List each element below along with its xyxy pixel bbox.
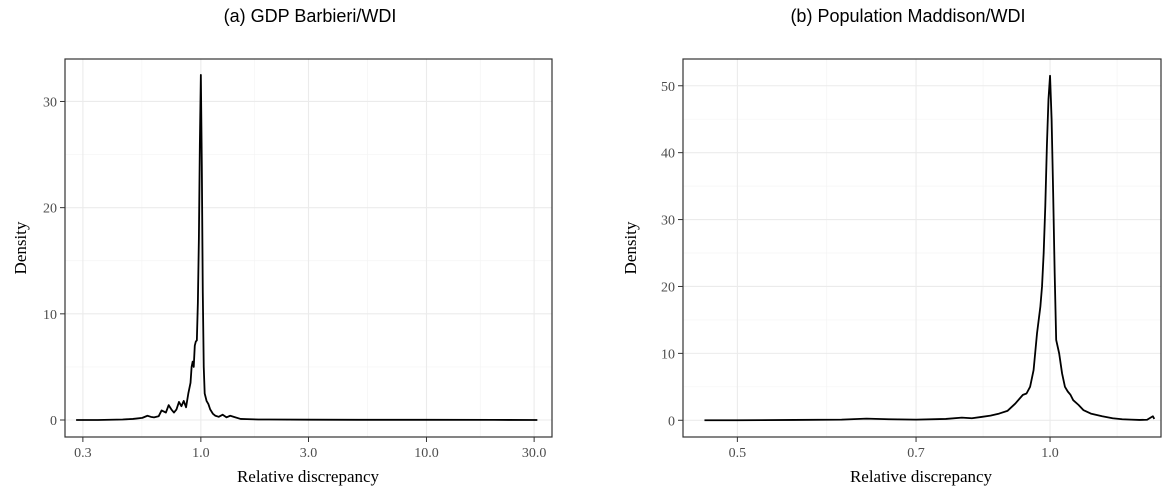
y-tick-label: 50 xyxy=(661,80,675,95)
density-line xyxy=(704,74,1156,422)
panel-border xyxy=(682,58,1162,438)
x-tick-label: 1.0 xyxy=(1041,446,1059,461)
axis-ticks: 0.5 0.7 1.0 0 10 20 30 40 50 xyxy=(661,80,1059,461)
x-tick-label: 0.5 xyxy=(729,446,747,461)
y-tick-label: 30 xyxy=(661,214,675,229)
x-tick-label: 0.3 xyxy=(74,446,92,461)
x-tick-label: 30.0 xyxy=(522,446,547,461)
chart-title: (b) Population Maddison/WDI xyxy=(790,6,1025,26)
y-tick-label: 0 xyxy=(50,414,57,429)
y-tick-label: 10 xyxy=(43,308,57,323)
x-tick-label: 3.0 xyxy=(300,446,318,461)
x-axis-label: Relative discrepancy xyxy=(237,467,380,486)
x-tick-label: 1.0 xyxy=(192,446,210,461)
grid xyxy=(683,59,1161,437)
density-line xyxy=(76,74,538,421)
x-tick-label: 10.0 xyxy=(414,446,439,461)
x-tick-label: 0.7 xyxy=(907,446,925,461)
chart-gdp-barbieri-wdi: (a) GDP Barbieri/WDI 0.3 1.0 3.0 10.0 30.0 0 1… xyxy=(11,6,553,486)
chart-title: (a) GDP Barbieri/WDI xyxy=(224,6,397,26)
x-axis-label: Relative discrepancy xyxy=(850,467,993,486)
y-tick-label: 10 xyxy=(661,347,675,362)
y-axis-label: Density xyxy=(621,221,640,274)
y-tick-label: 40 xyxy=(661,147,675,162)
y-tick-label: 20 xyxy=(43,202,57,217)
grid xyxy=(65,59,552,437)
chart-population-maddison-wdi: (b) Population Maddison/WDI 0.5 0.7 1.0 0 10… xyxy=(621,6,1162,486)
y-axis-label: Density xyxy=(11,221,30,274)
series-layer xyxy=(76,74,538,421)
y-tick-label: 30 xyxy=(43,95,57,110)
y-tick-label: 0 xyxy=(668,414,675,429)
series-layer xyxy=(704,74,1156,422)
axis-ticks: 0.3 1.0 3.0 10.0 30.0 0 10 20 30 xyxy=(43,95,546,461)
y-tick-label: 20 xyxy=(661,280,675,295)
